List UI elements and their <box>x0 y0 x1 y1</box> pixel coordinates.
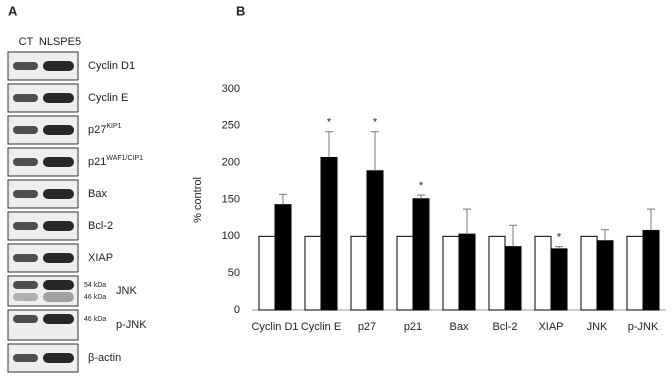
blot-label-text: p-JNK <box>116 319 147 331</box>
bar <box>488 235 506 311</box>
significance-marker: * <box>327 117 332 129</box>
kda-marker: 46 kDa <box>84 294 106 301</box>
y-tick-label: 0 <box>234 304 240 316</box>
blot-label: β-actin <box>88 352 121 364</box>
band <box>43 280 74 290</box>
blot-label: JNK <box>116 285 137 297</box>
blot-label-text: XIAP <box>88 252 113 264</box>
column-header: NLSPE5 <box>39 36 81 48</box>
significance-marker: * <box>557 232 562 244</box>
blot-label: p-JNK <box>116 319 147 331</box>
bar <box>534 235 552 311</box>
x-tick-label: Cyclin D1 <box>251 321 298 333</box>
bar <box>642 229 660 311</box>
y-tick-label: 100 <box>222 230 240 242</box>
bar <box>596 240 614 311</box>
kda-marker: 54 kDa <box>84 282 106 289</box>
band <box>13 254 38 262</box>
blot-label: Cyclin D1 <box>88 60 135 72</box>
column-header: CT <box>19 36 34 48</box>
x-tick-label: p21 <box>404 321 422 333</box>
bar <box>504 246 522 311</box>
panel-label: B <box>236 3 245 18</box>
blot-label: Bcl-2 <box>88 220 113 232</box>
y-tick-label: 150 <box>222 193 240 205</box>
band <box>13 190 38 198</box>
band <box>13 354 38 362</box>
band <box>13 62 38 70</box>
blot-label-text: Cyclin D1 <box>88 60 135 72</box>
band <box>13 94 38 102</box>
band <box>13 281 38 289</box>
band <box>13 315 38 323</box>
band <box>13 222 38 230</box>
y-tick-label: 250 <box>222 120 240 132</box>
band <box>43 353 74 363</box>
blot-label-text: JNK <box>116 285 137 297</box>
y-tick-label: 300 <box>222 83 240 95</box>
blot-label: p27KIP1 <box>88 123 122 136</box>
bar <box>550 248 568 311</box>
blot-label-text: p27 <box>88 124 106 136</box>
band <box>43 221 74 231</box>
bar <box>366 170 384 311</box>
bar <box>626 235 644 311</box>
x-tick-label: XIAP <box>538 321 563 333</box>
x-tick-label: Bcl-2 <box>492 321 517 333</box>
band <box>43 314 74 324</box>
band <box>43 157 74 167</box>
x-tick-label: JNK <box>587 321 608 333</box>
bar <box>396 235 414 311</box>
blot-label: Cyclin E <box>88 92 128 104</box>
y-tick-label: 50 <box>228 267 240 279</box>
y-axis-label: % control <box>192 177 204 223</box>
blot-label-text: Bax <box>88 188 107 200</box>
blot-label: p21WAF1/CIP1 <box>88 155 143 168</box>
bar <box>442 235 460 311</box>
panel-label: A <box>8 3 18 18</box>
bar <box>274 204 292 311</box>
x-tick-label: Bax <box>450 321 469 333</box>
blot-label-text: β-actin <box>88 352 121 364</box>
bar <box>580 235 598 311</box>
bar <box>350 235 368 311</box>
band <box>43 292 74 302</box>
band <box>43 253 74 263</box>
blot-label-sup: KIP1 <box>106 123 121 130</box>
y-tick-label: 200 <box>222 157 240 169</box>
band <box>13 126 38 134</box>
x-tick-label: Cyclin E <box>301 321 341 333</box>
band <box>43 189 74 199</box>
band <box>13 158 38 166</box>
bar <box>304 235 322 311</box>
blot-label-sup: WAF1/CIP1 <box>106 155 143 162</box>
x-tick-label: p-JNK <box>628 321 659 333</box>
kda-marker: 46 kDa <box>84 316 106 323</box>
significance-marker: * <box>419 180 424 192</box>
band <box>43 61 74 71</box>
band <box>43 93 74 103</box>
band <box>13 293 38 301</box>
bar <box>412 198 430 311</box>
blot-label: XIAP <box>88 252 113 264</box>
bar <box>258 235 276 311</box>
significance-marker: * <box>373 117 378 129</box>
blot-label-text: Bcl-2 <box>88 220 113 232</box>
band <box>43 125 74 135</box>
blot-label: Bax <box>88 188 107 200</box>
bar <box>320 157 338 311</box>
blot-label-text: p21 <box>88 156 106 168</box>
bar <box>458 233 476 311</box>
blot-label-text: Cyclin E <box>88 92 128 104</box>
x-tick-label: p27 <box>358 321 376 333</box>
